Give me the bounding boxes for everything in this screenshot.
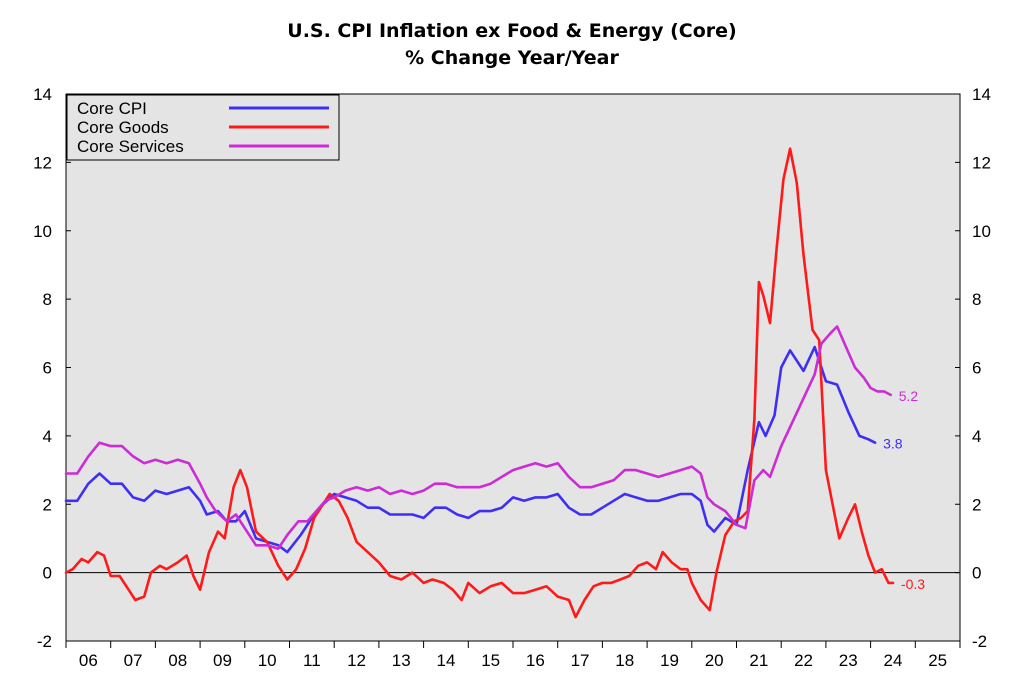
y-tick-label-left: 8: [43, 290, 52, 309]
x-tick-label: 23: [839, 651, 858, 670]
y-tick-label-left: -2: [37, 632, 52, 651]
series-line-core-goods: [64, 147, 895, 619]
x-tick-label: 17: [571, 651, 590, 670]
y-tick-label-right: 6: [972, 359, 981, 378]
y-tick-label-right: 0: [972, 564, 981, 583]
x-tick-label: 14: [436, 651, 455, 670]
legend-label: Core Goods: [77, 118, 169, 137]
x-tick-label: 12: [347, 651, 366, 670]
x-tick-label: 19: [660, 651, 679, 670]
chart-subtitle: % Change Year/Year: [405, 47, 619, 69]
y-tick-label-right: 8: [972, 290, 981, 309]
x-tick-label: 13: [392, 651, 411, 670]
y-tick-label-left: 6: [43, 359, 52, 378]
end-value-label: -0.3: [901, 576, 925, 592]
y-tick-label-left: 0: [43, 564, 52, 583]
x-tick-label: 07: [124, 651, 143, 670]
x-tick-label: 10: [258, 651, 277, 670]
y-tick-label-right: 14: [972, 85, 991, 104]
y-tick-label-right: -2: [972, 632, 987, 651]
y-tick-label-right: 10: [972, 222, 991, 241]
x-tick-label: 16: [526, 651, 545, 670]
x-tick-label: 22: [794, 651, 813, 670]
y-tick-label-left: 2: [43, 495, 52, 514]
y-tick-label-right: 4: [972, 427, 981, 446]
y-tick-label-left: 10: [33, 222, 52, 241]
legend-box: [66, 94, 340, 161]
x-tick-label: 20: [705, 651, 724, 670]
x-tick-label: 11: [303, 651, 321, 670]
y-tick-label-right: 12: [972, 153, 991, 172]
end-value-label: 5.2: [899, 388, 919, 404]
x-tick-label: 18: [615, 651, 634, 670]
x-tick-label: 25: [928, 651, 947, 670]
y-tick-label-left: 4: [43, 427, 52, 446]
x-tick-label: 09: [213, 651, 232, 670]
legend-label: Core Services: [77, 137, 184, 156]
x-tick-label: 08: [168, 651, 187, 670]
plot-area: [65, 93, 961, 642]
end-value-label: 3.8: [883, 436, 903, 452]
y-tick-label-left: 14: [33, 85, 52, 104]
x-tick-label: 06: [79, 651, 98, 670]
series-line-core-services: [64, 325, 892, 550]
y-tick-label-left: 12: [33, 153, 52, 172]
legend-label: Core CPI: [77, 99, 147, 118]
x-tick-label: 21: [749, 651, 768, 670]
chart-title: U.S. CPI Inflation ex Food & Energy (Cor…: [287, 20, 737, 42]
x-tick-label: 24: [883, 651, 902, 670]
x-tick-label: 15: [481, 651, 500, 670]
y-tick-label-right: 2: [972, 495, 981, 514]
